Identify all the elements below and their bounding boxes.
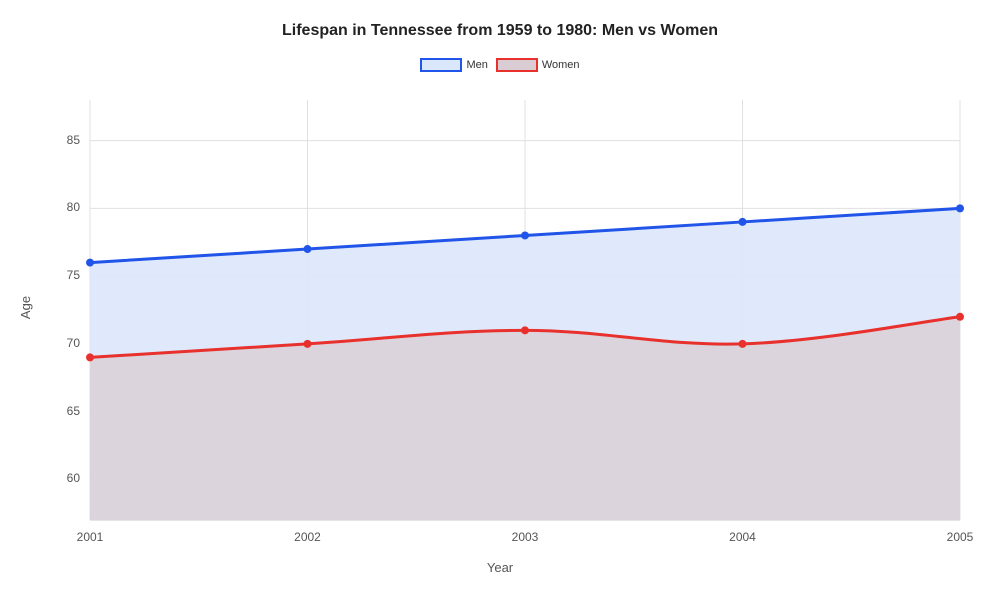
marker-women[interactable]: [956, 313, 964, 321]
marker-men[interactable]: [304, 245, 312, 253]
marker-women[interactable]: [304, 340, 312, 348]
marker-men[interactable]: [86, 259, 94, 267]
marker-men[interactable]: [739, 218, 747, 226]
marker-men[interactable]: [521, 231, 529, 239]
marker-women[interactable]: [739, 340, 747, 348]
plot-svg: [0, 0, 1000, 600]
chart-container: Lifespan in Tennessee from 1959 to 1980:…: [0, 0, 1000, 600]
x-axis-label: Year: [0, 560, 1000, 575]
marker-men[interactable]: [956, 204, 964, 212]
marker-women[interactable]: [521, 326, 529, 334]
marker-women[interactable]: [86, 353, 94, 361]
